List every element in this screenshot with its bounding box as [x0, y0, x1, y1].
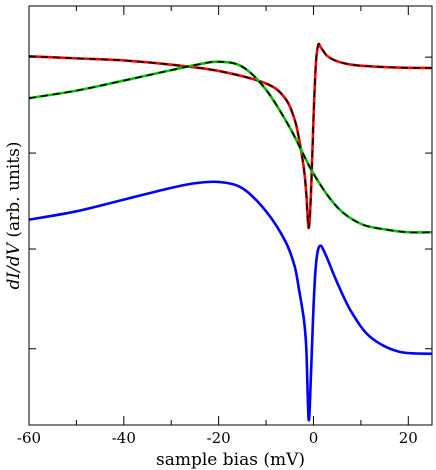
y-axis-label: dI/dV (arb. units) [4, 142, 24, 290]
series-line-4 [29, 60, 432, 234]
series-line-1 [29, 42, 432, 230]
x-tick-label-3: -20 [207, 429, 231, 447]
y-axis-label-units: (arb. units) [4, 142, 24, 244]
x-tick-label-5: 20 [399, 429, 418, 447]
x-tick-label-1: -60 [17, 429, 41, 447]
series-layer [29, 42, 432, 422]
plot-frame [28, 5, 433, 426]
series-line-2 [29, 43, 432, 229]
x-tick-label-2: -40 [112, 429, 136, 447]
y-axis-label-main: dI/dV [4, 241, 24, 289]
series-line-5 [29, 180, 432, 422]
x-axis-label: sample bias (mV) [156, 450, 305, 470]
tick-layer: -60 -40 -20 0 20 [17, 6, 432, 447]
x-tick-label-4: 0 [309, 429, 319, 447]
